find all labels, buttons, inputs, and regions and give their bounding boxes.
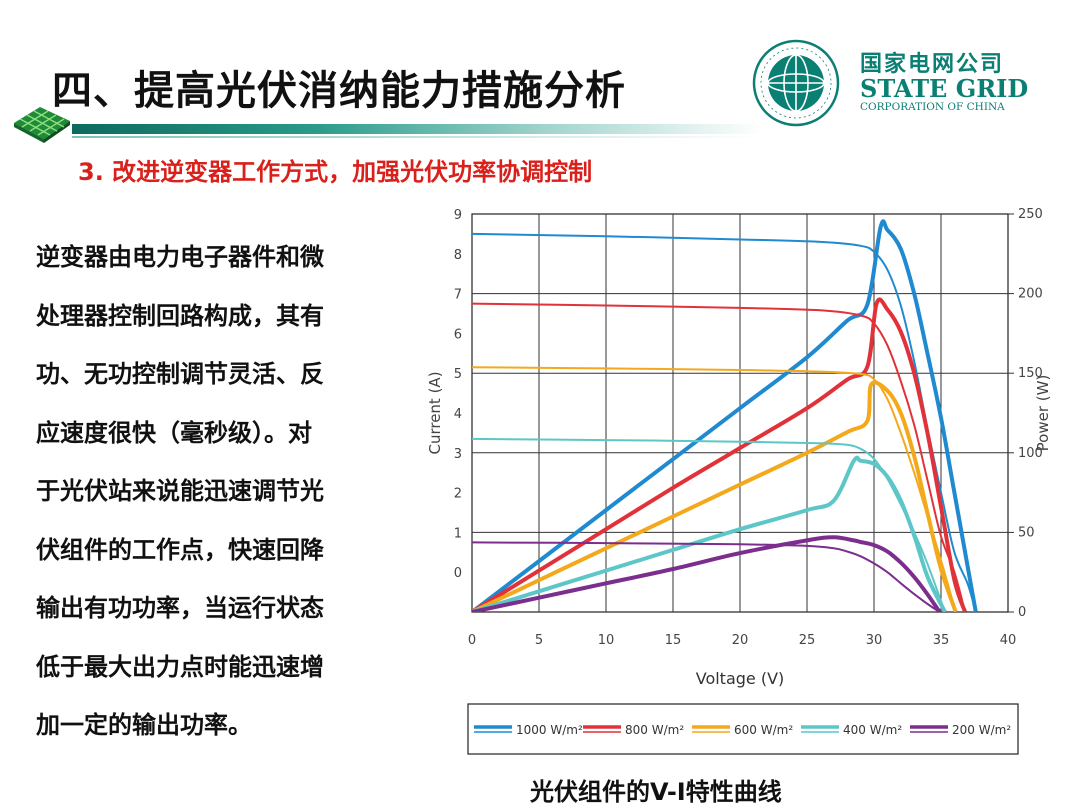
body-line: 功、无功控制调节灵活、反 (36, 360, 324, 388)
left-tick-label: 1 (454, 526, 462, 541)
legend-label: 800 W/m² (625, 723, 684, 737)
body-line: 应速度很快（毫秒级）。对 (36, 418, 312, 447)
power-curve (472, 455, 947, 612)
x-tick-label: 25 (799, 633, 816, 648)
x-tick-label: 40 (1000, 633, 1017, 648)
body-line: 伏组件的工作点，快速回降 (36, 535, 324, 564)
left-tick-label: 2 (454, 487, 462, 502)
left-tick-label: 9 (454, 208, 462, 223)
body-line: 逆变器由电力电子器件和微 (36, 243, 324, 271)
chart-caption: 光伏组件的V-I特性曲线 (530, 778, 782, 806)
x-tick-label: 35 (933, 633, 950, 648)
legend-label: 400 W/m² (843, 723, 902, 737)
body-line: 输出有功功率，当运行状态 (36, 594, 324, 622)
left-tick-label: 4 (454, 407, 462, 422)
x-tick-label: 15 (665, 633, 682, 648)
power-curve (472, 297, 967, 612)
body-line: 于光伏站来说能迅速调节光 (36, 477, 324, 505)
right-tick-label: 150 (1018, 366, 1043, 381)
title-underline (72, 124, 762, 134)
vi-characteristic-chart: 0 5 10 15 20 25 30 35 40050100150200250012345678… (426, 207, 1052, 755)
title-underline-thin (72, 136, 762, 138)
power-curve (472, 380, 958, 612)
logo-cn-text: 国家电网公司 (860, 52, 1005, 77)
state-grid-seal-icon (752, 39, 840, 127)
power-curve (472, 535, 942, 612)
left-tick-label: 6 (454, 327, 462, 342)
left-tick-label: 7 (454, 288, 462, 303)
page-title: 四、提高光伏消纳能力措施分析 (52, 68, 626, 114)
state-grid-logo: 国家电网公司 STATE GRID CORPORATION OF CHINA (748, 38, 1048, 128)
right-tick-label: 250 (1018, 207, 1043, 222)
y-left-axis-label: Current (A) (426, 371, 444, 454)
left-tick-label: 5 (454, 367, 462, 382)
x-tick-label: 10 (598, 633, 615, 648)
x-tick-label: 20 (732, 633, 749, 648)
left-tick-label: 0 (454, 566, 462, 581)
y-right-axis-label: Power (W) (1034, 375, 1052, 452)
x-axis-label: Voltage (V) (696, 669, 785, 688)
legend-label: 1000 W/m² (516, 723, 583, 737)
left-tick-label: 8 (454, 248, 462, 263)
current-curve (472, 232, 977, 612)
body-paragraph: 逆变器由电力电子器件和微 处理器控制回路构成，其有 功、无功控制调节灵活、反 应… (36, 228, 408, 755)
logo-en-text: STATE GRID (860, 74, 1029, 103)
body-line: 处理器控制回路构成，其有 (36, 301, 324, 330)
right-tick-label: 100 (1018, 446, 1043, 461)
current-curve (472, 302, 967, 612)
right-tick-label: 0 (1018, 605, 1026, 620)
cube-decoration-icon (14, 107, 70, 143)
legend-label: 600 W/m² (734, 723, 793, 737)
legend-label: 200 W/m² (952, 723, 1011, 737)
body-line: 低于最大出力点时能迅速增 (36, 652, 324, 681)
right-tick-label: 200 (1018, 287, 1043, 302)
x-tick-label: 30 (866, 633, 883, 648)
right-tick-label: 50 (1018, 525, 1035, 540)
current-curve (472, 541, 941, 612)
section-subtitle: 3. 改进逆变器工作方式，加强光伏功率协调控制 (78, 158, 593, 186)
legend-box (467, 703, 1019, 755)
left-tick-label: 3 (454, 447, 462, 462)
body-line: 加一定的输出功率。 (36, 711, 252, 739)
x-tick-label: 5 (535, 633, 543, 648)
x-tick-label: 0 (468, 633, 476, 648)
logo-sub-text: CORPORATION OF CHINA (860, 101, 1005, 113)
power-curve (472, 219, 978, 612)
